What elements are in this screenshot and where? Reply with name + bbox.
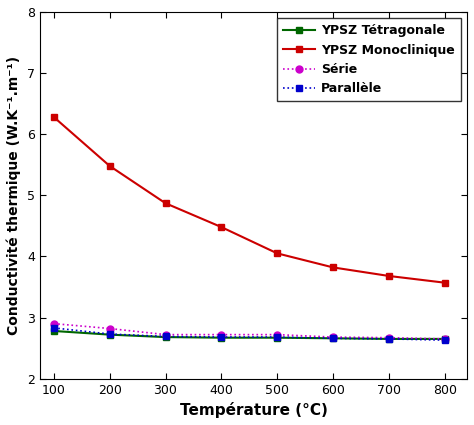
Parallèle bbox=[330, 336, 336, 341]
YPSZ Monoclinique bbox=[163, 201, 168, 206]
YPSZ Monoclinique bbox=[386, 273, 392, 278]
YPSZ Tétragonale bbox=[219, 335, 224, 340]
Y-axis label: Conductivité thermique (W.K⁻¹.m⁻¹): Conductivité thermique (W.K⁻¹.m⁻¹) bbox=[7, 56, 21, 335]
YPSZ Tétragonale bbox=[274, 335, 280, 340]
YPSZ Tétragonale bbox=[386, 336, 392, 341]
Série bbox=[163, 332, 168, 337]
Parallèle bbox=[51, 326, 57, 331]
YPSZ Monoclinique bbox=[442, 280, 447, 285]
YPSZ Monoclinique bbox=[330, 265, 336, 270]
Line: YPSZ Monoclinique: YPSZ Monoclinique bbox=[50, 113, 448, 286]
Parallèle bbox=[163, 334, 168, 339]
Série bbox=[107, 326, 112, 331]
Parallèle bbox=[219, 334, 224, 340]
YPSZ Tétragonale bbox=[51, 329, 57, 334]
YPSZ Tétragonale bbox=[442, 336, 447, 341]
YPSZ Tétragonale bbox=[107, 332, 112, 337]
YPSZ Monoclinique bbox=[107, 163, 112, 168]
Série bbox=[219, 332, 224, 337]
YPSZ Monoclinique bbox=[274, 251, 280, 256]
Legend: YPSZ Tétragonale, YPSZ Monoclinique, Série, Parallèle: YPSZ Tétragonale, YPSZ Monoclinique, Sér… bbox=[277, 18, 461, 102]
YPSZ Monoclinique bbox=[219, 224, 224, 230]
Série bbox=[51, 321, 57, 326]
Line: YPSZ Tétragonale: YPSZ Tétragonale bbox=[50, 328, 448, 343]
Série bbox=[442, 336, 447, 341]
YPSZ Monoclinique bbox=[51, 114, 57, 119]
Line: Parallèle: Parallèle bbox=[50, 324, 448, 343]
Série bbox=[330, 334, 336, 340]
Série bbox=[274, 332, 280, 337]
Parallèle bbox=[442, 337, 447, 343]
Parallèle bbox=[274, 334, 280, 340]
YPSZ Tétragonale bbox=[330, 336, 336, 341]
Line: Série: Série bbox=[50, 320, 448, 343]
X-axis label: Température (°C): Température (°C) bbox=[180, 402, 328, 418]
Parallèle bbox=[107, 332, 112, 337]
YPSZ Tétragonale bbox=[163, 334, 168, 340]
Série bbox=[386, 335, 392, 340]
Parallèle bbox=[386, 336, 392, 341]
